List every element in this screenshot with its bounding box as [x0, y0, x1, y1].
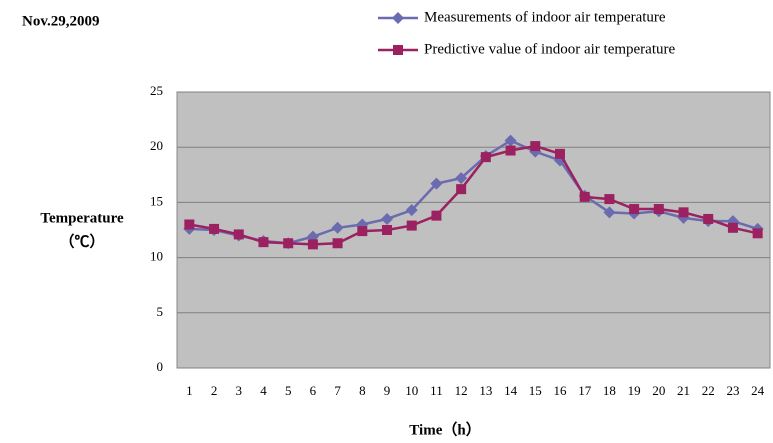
x-tick-label: 1: [186, 383, 193, 398]
data-point: [554, 148, 565, 159]
x-tick-label: 15: [529, 383, 542, 398]
y-axis-label: Temperature: [40, 210, 124, 226]
y-tick-label: 0: [157, 359, 164, 374]
plot-area: [176, 91, 771, 369]
legend-label: Measurements of indoor air temperature: [424, 9, 666, 25]
x-tick-label: 17: [578, 383, 592, 398]
data-point: [456, 184, 467, 195]
data-point: [504, 134, 517, 147]
x-tick-label: 14: [504, 383, 518, 398]
x-tick-label: 4: [260, 383, 267, 398]
data-point: [480, 152, 491, 163]
legend-label: Predictive value of indoor air temperatu…: [424, 41, 675, 57]
x-tick-label: 8: [359, 383, 366, 398]
x-tick-label: 21: [677, 383, 690, 398]
y-tick-label: 20: [150, 138, 163, 153]
y-axis-label: （℃）: [59, 232, 104, 250]
data-point: [184, 219, 195, 230]
x-tick-label: 2: [211, 383, 218, 398]
data-point: [579, 191, 590, 202]
data-point: [283, 238, 294, 249]
y-tick-label: 15: [150, 193, 163, 208]
data-point: [331, 221, 344, 234]
data-point: [653, 204, 664, 215]
data-point: [603, 206, 616, 219]
x-tick-label: 3: [236, 383, 243, 398]
x-tick-label: 12: [455, 383, 468, 398]
y-tick-label: 5: [157, 304, 164, 319]
x-tick-label: 23: [726, 383, 739, 398]
data-point: [381, 212, 394, 225]
data-point: [604, 194, 615, 205]
y-tick-label: 10: [150, 249, 163, 264]
chart-title: Nov.29,2009: [22, 13, 100, 29]
data-point: [382, 225, 393, 235]
data-point: [629, 204, 640, 215]
data-point: [357, 226, 368, 237]
data-point: [455, 172, 468, 185]
data-point: [233, 229, 244, 240]
data-point: [405, 204, 418, 217]
data-point: [307, 239, 318, 250]
x-tick-label: 11: [430, 383, 443, 398]
x-axis-label: Time（h）: [409, 420, 480, 438]
x-tick-label: 7: [334, 383, 341, 398]
data-point: [332, 238, 343, 249]
data-point: [209, 223, 220, 234]
x-tick-label: 6: [310, 383, 317, 398]
x-tick-label: 24: [751, 383, 765, 398]
legend-marker: [393, 45, 403, 55]
data-point: [431, 210, 442, 221]
data-point: [530, 141, 541, 152]
x-tick-label: 5: [285, 383, 292, 398]
data-point: [703, 213, 714, 224]
x-tick-label: 19: [628, 383, 641, 398]
x-tick-label: 10: [405, 383, 418, 398]
x-tick-label: 9: [384, 383, 391, 398]
legend-marker: [392, 12, 404, 24]
data-point: [678, 207, 689, 218]
data-point: [752, 228, 763, 239]
data-point: [258, 237, 269, 248]
data-point: [727, 222, 738, 233]
x-tick-label: 18: [603, 383, 616, 398]
x-tick-label: 13: [479, 383, 492, 398]
data-point: [430, 177, 443, 190]
x-tick-label: 16: [553, 383, 567, 398]
data-point: [505, 145, 516, 156]
x-tick-label: 22: [702, 383, 715, 398]
data-point: [406, 220, 417, 231]
x-tick-label: 20: [652, 383, 665, 398]
y-tick-label: 25: [150, 83, 163, 98]
